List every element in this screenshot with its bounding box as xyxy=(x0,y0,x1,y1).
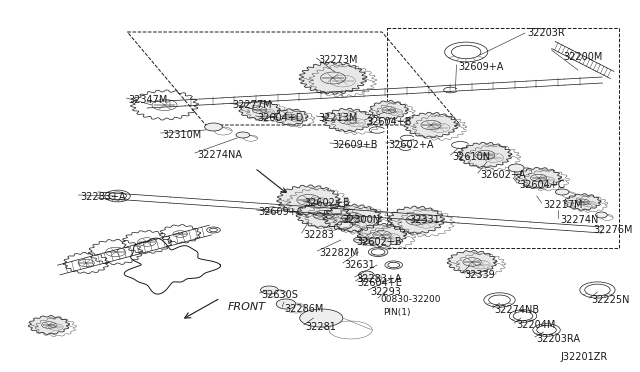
Text: 32283+A: 32283+A xyxy=(80,192,126,202)
Text: 32203RA: 32203RA xyxy=(537,334,580,344)
Text: 32213M: 32213M xyxy=(318,113,358,123)
Text: 32286M: 32286M xyxy=(284,304,323,314)
Text: 32339: 32339 xyxy=(464,270,495,280)
Polygon shape xyxy=(447,250,497,273)
Polygon shape xyxy=(564,194,601,210)
Text: 32274N: 32274N xyxy=(560,215,598,225)
Text: J32201ZR: J32201ZR xyxy=(560,352,607,362)
Text: 32276M: 32276M xyxy=(593,225,633,235)
Text: 32331: 32331 xyxy=(410,215,440,225)
Text: 32604+E: 32604+E xyxy=(358,278,403,288)
Ellipse shape xyxy=(236,132,250,138)
Text: 32281: 32281 xyxy=(305,322,337,332)
Text: 32610N: 32610N xyxy=(452,152,491,162)
Polygon shape xyxy=(369,101,408,119)
Polygon shape xyxy=(274,109,308,125)
Polygon shape xyxy=(239,101,280,119)
Text: 32283+A: 32283+A xyxy=(356,274,402,284)
Ellipse shape xyxy=(205,123,222,131)
Text: FRONT: FRONT xyxy=(227,302,265,312)
Text: 32347M: 32347M xyxy=(128,95,168,105)
Text: 32217M: 32217M xyxy=(543,200,583,210)
Polygon shape xyxy=(323,108,373,132)
Text: 32200M: 32200M xyxy=(563,52,603,62)
Text: PIN(1): PIN(1) xyxy=(383,308,410,317)
Text: 32293: 32293 xyxy=(370,287,401,297)
Text: 32274NB: 32274NB xyxy=(495,305,540,315)
Text: 32604+B: 32604+B xyxy=(366,117,412,127)
Text: 32602+A: 32602+A xyxy=(388,140,433,150)
Text: 00830-32200: 00830-32200 xyxy=(380,295,440,304)
Ellipse shape xyxy=(508,164,524,172)
Text: 32274NA: 32274NA xyxy=(197,150,242,160)
Ellipse shape xyxy=(353,237,367,243)
Text: 32273M: 32273M xyxy=(318,55,358,65)
Text: 32283: 32283 xyxy=(303,230,335,240)
Text: 32604+D: 32604+D xyxy=(257,113,304,123)
Text: 32310M: 32310M xyxy=(163,130,202,140)
Text: 32602+B: 32602+B xyxy=(305,198,350,208)
Polygon shape xyxy=(299,62,367,94)
Text: 32609+C: 32609+C xyxy=(259,207,304,217)
Text: 32203R: 32203R xyxy=(527,28,564,38)
Text: 32277M: 32277M xyxy=(232,100,272,110)
Ellipse shape xyxy=(260,286,278,294)
Text: 32282M: 32282M xyxy=(319,248,359,258)
Polygon shape xyxy=(404,112,458,138)
Ellipse shape xyxy=(276,299,296,309)
Text: 32602+B: 32602+B xyxy=(356,237,402,247)
Text: 32609+A: 32609+A xyxy=(458,62,504,72)
Text: 32630S: 32630S xyxy=(262,290,298,300)
Text: 32225N: 32225N xyxy=(591,295,630,305)
Ellipse shape xyxy=(556,189,569,195)
Polygon shape xyxy=(516,167,561,189)
Text: 32602+A: 32602+A xyxy=(480,170,525,180)
Polygon shape xyxy=(28,316,70,334)
Polygon shape xyxy=(458,142,512,168)
Polygon shape xyxy=(388,206,444,234)
Text: 32300N: 32300N xyxy=(342,215,380,225)
Ellipse shape xyxy=(337,221,353,229)
Ellipse shape xyxy=(300,309,343,327)
Polygon shape xyxy=(357,224,407,247)
Ellipse shape xyxy=(358,271,374,279)
Polygon shape xyxy=(277,185,340,215)
Text: 32609+B: 32609+B xyxy=(332,140,378,150)
Text: 32631: 32631 xyxy=(345,260,376,270)
Ellipse shape xyxy=(595,212,607,218)
Polygon shape xyxy=(296,202,350,228)
Polygon shape xyxy=(323,204,382,232)
Text: 32204M: 32204M xyxy=(516,320,556,330)
Text: 32604+C: 32604+C xyxy=(519,180,564,190)
